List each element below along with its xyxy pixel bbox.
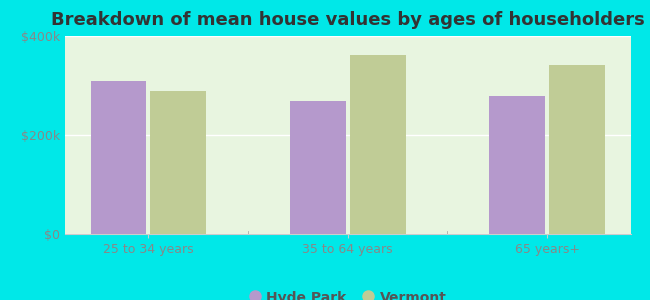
Bar bbox=[489, 96, 545, 234]
Bar bbox=[91, 80, 146, 234]
Bar bbox=[549, 65, 604, 234]
Bar bbox=[350, 55, 406, 234]
Bar bbox=[290, 101, 346, 234]
Title: Breakdown of mean house values by ages of householders: Breakdown of mean house values by ages o… bbox=[51, 11, 645, 29]
Legend: Hyde Park, Vermont: Hyde Park, Vermont bbox=[244, 285, 452, 300]
Bar bbox=[151, 92, 206, 234]
